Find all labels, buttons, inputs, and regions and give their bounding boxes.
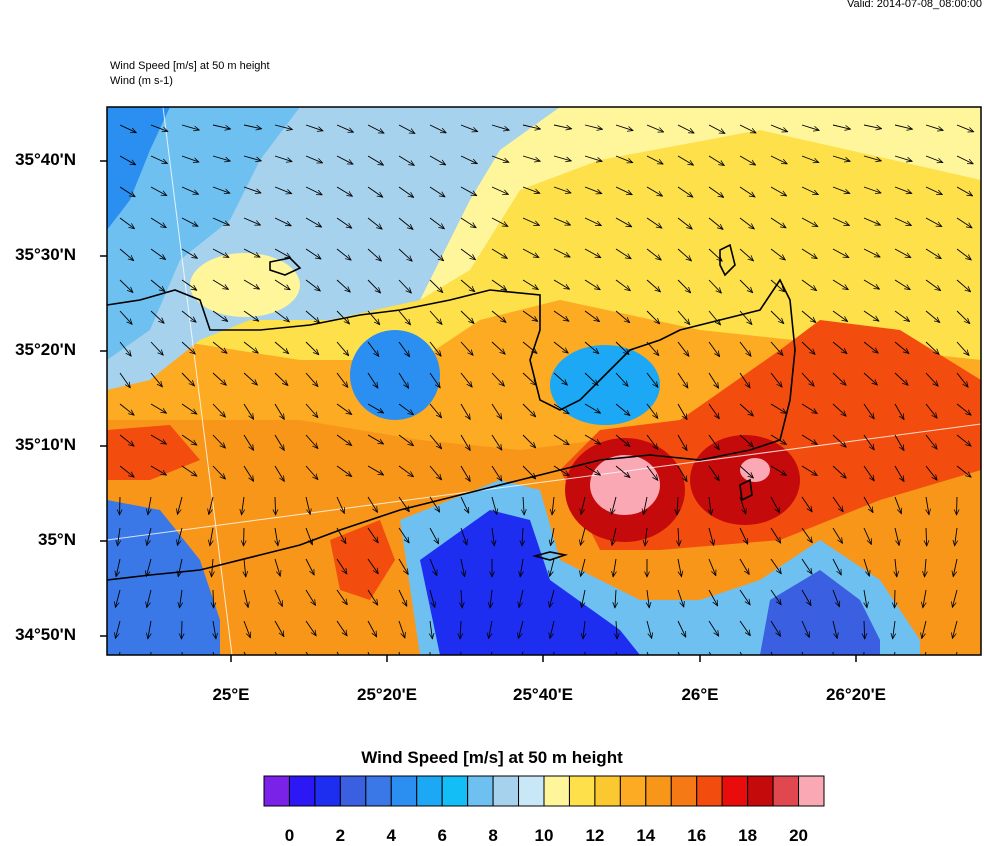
lon-label: 25°40'E — [513, 685, 573, 705]
colorbar-tick-label: 10 — [535, 826, 554, 846]
lon-label: 26°20'E — [826, 685, 886, 705]
colorbar-swatch — [569, 776, 594, 806]
lat-label: 35°10'N — [0, 435, 76, 455]
wind-vector-arrow — [213, 590, 214, 608]
wind-vector-arrow — [895, 590, 896, 608]
colorbar-tick-label: 18 — [738, 826, 757, 846]
colorbar-swatch — [493, 776, 518, 806]
colorbar-swatch — [417, 776, 442, 806]
colorbar-swatch — [340, 776, 365, 806]
wind-field-max-west — [590, 455, 660, 515]
colorbar-swatch — [799, 776, 824, 806]
colorbar-swatch — [442, 776, 467, 806]
colorbar-swatch — [289, 776, 314, 806]
colorbar-tick-label: 20 — [789, 826, 808, 846]
colorbar — [263, 775, 825, 807]
colorbar-swatch — [366, 776, 391, 806]
colorbar-tick-label: 16 — [687, 826, 706, 846]
colorbar-tick-label: 4 — [387, 826, 396, 846]
colorbar-swatch — [544, 776, 569, 806]
wind-field-blue-bay — [550, 345, 660, 425]
lat-label: 35°20'N — [0, 340, 76, 360]
wind-field-blue-patch — [350, 330, 440, 420]
lon-label: 25°E — [212, 685, 249, 705]
wind-vector-arrow — [120, 497, 121, 515]
colorbar-tick-label: 6 — [437, 826, 446, 846]
colorbar-swatch — [697, 776, 722, 806]
colorbar-swatch — [722, 776, 747, 806]
colorbar-swatch — [519, 776, 544, 806]
colorbar-tick-label: 8 — [488, 826, 497, 846]
wind-vector-arrow — [244, 528, 245, 546]
lon-label: 25°20'E — [357, 685, 417, 705]
wind-vector-arrow — [275, 497, 276, 515]
colorbar-swatch — [620, 776, 645, 806]
colorbar-tick-label: 12 — [585, 826, 604, 846]
colorbar-tick-label: 0 — [285, 826, 294, 846]
lat-label: 35°30'N — [0, 245, 76, 265]
colorbar-swatch — [646, 776, 671, 806]
wind-vector-arrow — [182, 621, 183, 639]
colorbar-swatch — [264, 776, 289, 806]
lat-label: 35°N — [0, 530, 76, 550]
colorbar-swatch — [671, 776, 696, 806]
lon-label: 26°E — [681, 685, 718, 705]
colorbar-swatch — [773, 776, 798, 806]
colorbar-tick-label: 14 — [636, 826, 655, 846]
colorbar-swatch — [315, 776, 340, 806]
colorbar-swatch — [391, 776, 416, 806]
colorbar-swatch — [748, 776, 773, 806]
colorbar-tick-label: 2 — [336, 826, 345, 846]
colorbar-swatch — [595, 776, 620, 806]
lat-label: 34°50'N — [0, 625, 76, 645]
colorbar-swatch — [468, 776, 493, 806]
lat-label: 35°40'N — [0, 150, 76, 170]
colorbar-title: Wind Speed [m/s] at 50 m height — [0, 748, 984, 768]
wind-vector-arrow — [957, 497, 958, 515]
